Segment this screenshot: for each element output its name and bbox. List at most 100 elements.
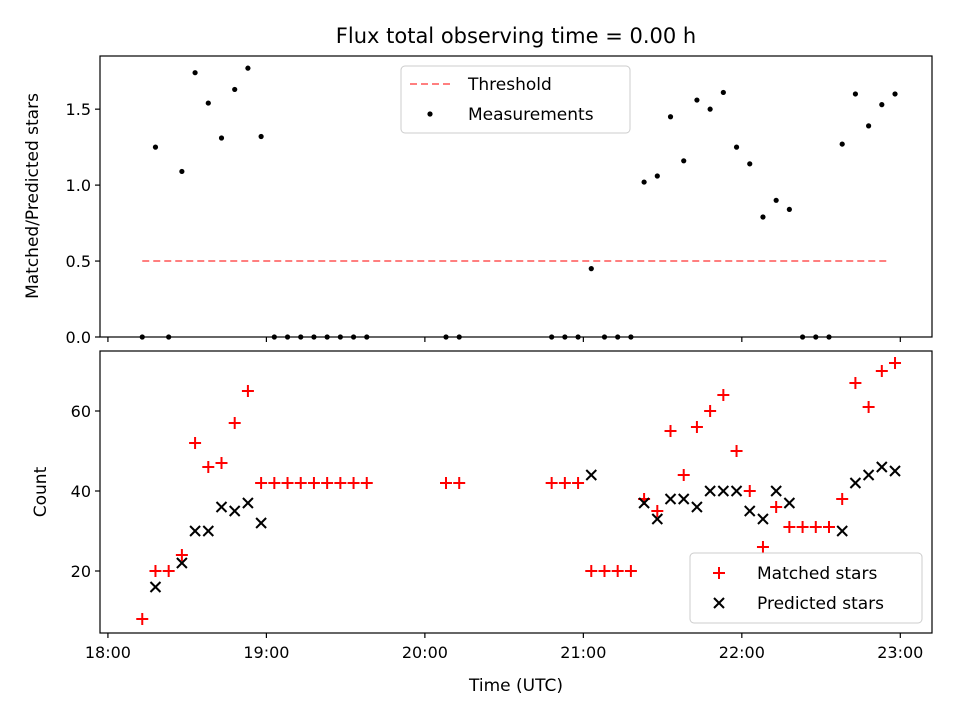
matched-star-point [730,445,743,457]
matched-star-point [624,565,637,577]
x-tick-label: 20:00 [402,643,448,662]
bottom-x-ticks: 18:00 19:00 20:00 21:00 22:00 23:00 [85,633,923,662]
measurement-point [839,141,845,147]
measurement-point [192,70,198,76]
matched-star-point [677,469,690,481]
predicted-star-point [651,513,664,525]
matched-star-point [770,501,783,513]
x-axis-label: Time (UTC) [468,676,563,696]
predicted-star-point [149,581,162,593]
measurement-point [760,214,766,220]
predicted-star-point [255,517,267,529]
matched-star-point [849,377,862,389]
predicted-star-point [585,469,597,481]
x-tick-label: 18:00 [85,643,131,662]
measurement-point [879,102,885,108]
matched-star-point [796,521,809,533]
matched-star-point [572,477,585,489]
x-tick-label: 21:00 [560,643,606,662]
matched-star-point [321,477,334,489]
matched-star-point [175,549,188,561]
predicted-star-point [730,485,743,497]
matched-star-point [690,421,703,433]
x-tick-label: 22:00 [719,643,765,662]
measurement-point [707,106,713,112]
matched-star-point [189,437,202,449]
predicted-star-point [836,525,848,537]
measurement-point [232,86,238,93]
matched-star-point [228,417,241,429]
matched-star-point [717,389,730,401]
predicted-star-point [849,477,862,489]
measurement-point [641,179,647,185]
matched-star-point [743,485,756,497]
measurement-point [786,206,792,213]
predicted-star-point [242,497,254,509]
matched-star-point [822,521,835,533]
measurement-point [733,144,740,150]
predicted-star-point [228,505,241,517]
bottom-plot-area [136,357,902,625]
top-y-tick-label: 1.0 [66,176,91,195]
predicted-star-point [757,513,769,525]
top-legend-box [400,65,631,134]
predicted-star-point [664,493,677,505]
matched-star-point [453,477,466,489]
matched-star-point [558,477,571,489]
bottom-axes: 20 40 60 18:00 19:00 20:00 21:00 22:00 23:00 Co… [31,350,933,696]
predicted-star-point [202,525,214,537]
predicted-star-point [678,493,690,505]
matched-star-point [307,477,320,489]
bottom-y-tick-label: 40 [71,482,91,501]
measurement-point [258,133,264,140]
top-x-ticks [107,337,901,342]
matched-star-point [545,477,558,489]
bottom-legend-box [689,552,923,624]
bottom-y-ticks: 20 40 60 [71,402,100,581]
matched-star-point [347,477,360,489]
measurement-point [588,266,594,272]
measurement-point [654,173,660,179]
measurement-point [747,161,753,167]
top-y-tick-label: 0.5 [66,252,91,271]
measurement-point [205,100,211,106]
x-tick-label: 19:00 [243,643,289,662]
predicted-star-point [638,497,650,509]
matched-star-point [756,541,769,553]
matched-star-point [598,565,611,577]
bottom-axes-frame [99,350,933,634]
matched-star-point [268,477,281,489]
predicted-star-point [889,465,901,477]
matched-star-point [255,477,268,489]
predicted-star-point [783,497,796,509]
bottom-legend: Matched stars Predicted stars [689,552,923,624]
measurement-point [866,123,872,129]
measurement-point [667,114,674,120]
predicted-star-point [189,525,201,537]
matched-star-point [136,613,149,625]
matched-star-point [704,405,717,417]
top-y-ticks: 0.0 0.5 1.0 1.5 [66,100,100,347]
matched-star-point [162,565,175,577]
predicted-star-point [744,505,756,517]
measurement-point [773,197,779,203]
top-axes: 0.0 0.5 1.0 1.5 Matched/Predicted stars Thr… [23,55,933,347]
measurements-legend-swatch [427,111,433,117]
top-y-tick-label: 0.0 [66,328,91,347]
measurements-legend-label: Measurements [468,105,594,125]
measurement-point [245,65,251,71]
predicted-star-point [704,485,716,497]
matched-star-point [611,565,624,577]
matched-star-point [875,365,888,377]
matched-star-point [334,477,347,489]
matched-star-point [585,565,598,577]
bottom-y-tick-label: 20 [71,562,91,581]
top-y-tick-label: 1.5 [66,100,91,119]
predicted-stars-legend-swatch [713,597,725,609]
measurement-point [892,91,898,97]
matched-star-point [889,357,902,369]
matched-star-point [149,565,162,577]
predicted-star-point [176,557,188,569]
predicted-star-point [876,461,888,473]
x-tick-label: 23:00 [877,643,923,662]
